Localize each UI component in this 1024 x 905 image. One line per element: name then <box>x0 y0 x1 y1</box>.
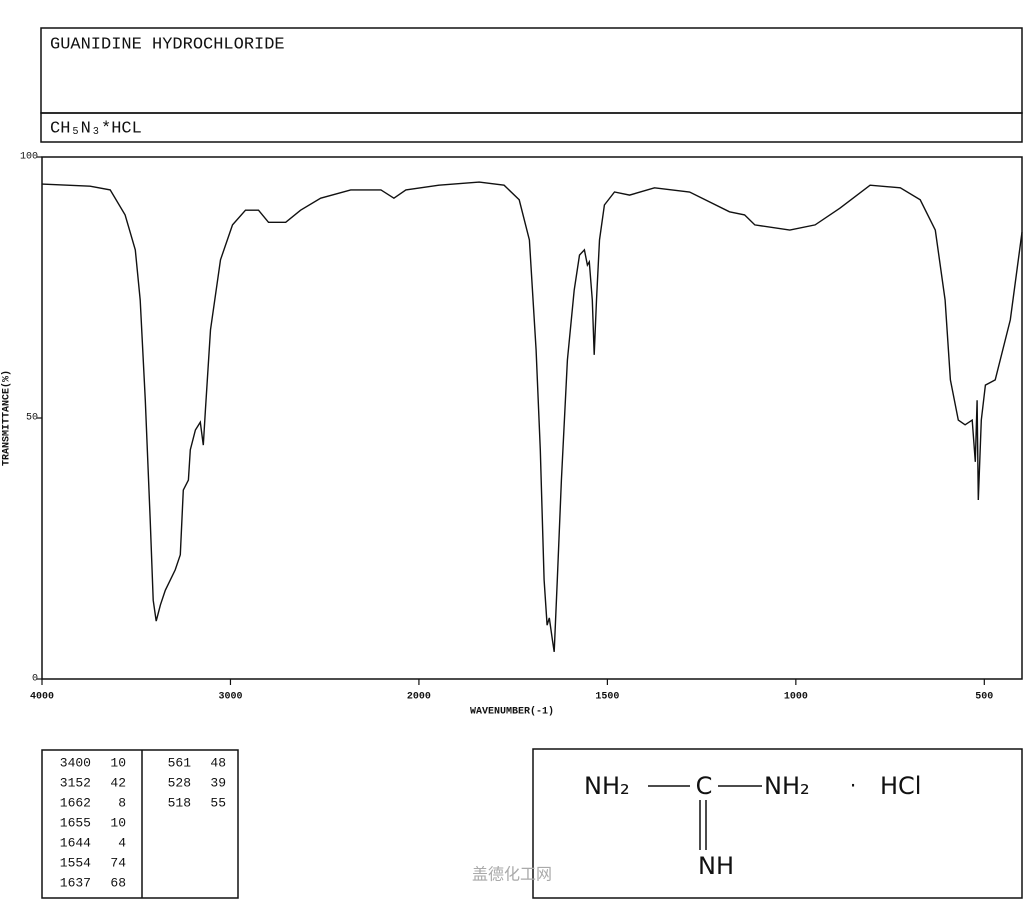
x-tick-label: 2000 <box>407 692 431 703</box>
structure-salt: HCl <box>880 772 921 800</box>
formula: CH₅N₃*HCL <box>50 119 142 138</box>
peak-transmittance: 39 <box>210 775 226 790</box>
peak-transmittance: 55 <box>210 795 226 810</box>
x-tick-label: 1500 <box>595 692 619 703</box>
x-tick-label: 1000 <box>784 692 808 703</box>
chart-title: GUANIDINE HYDROCHLORIDE <box>50 35 285 54</box>
x-tick-label: 3000 <box>218 692 242 703</box>
structure-right: NH₂ <box>764 772 810 800</box>
peak-transmittance: 8 <box>118 795 126 810</box>
y-tick-label: 0 <box>32 674 38 685</box>
y-tick-label: 50 <box>26 413 38 424</box>
peak-wavenumber: 3152 <box>60 775 91 790</box>
peak-transmittance: 42 <box>110 775 126 790</box>
peak-transmittance: 10 <box>110 815 126 830</box>
formula-box <box>40 112 1023 143</box>
y-tick-label: 100 <box>20 152 38 163</box>
peak-table <box>41 749 239 899</box>
peak-wavenumber: 518 <box>168 795 191 810</box>
x-tick-label: 500 <box>975 692 993 703</box>
peak-wavenumber: 3400 <box>60 755 91 770</box>
spectrum-line <box>41 181 1023 653</box>
structure-box <box>532 748 1023 899</box>
peak-wavenumber: 1637 <box>60 875 91 890</box>
peak-transmittance: 4 <box>118 835 126 850</box>
watermark: 盖德化工网 <box>472 865 552 884</box>
peak-transmittance: 68 <box>110 875 126 890</box>
structure-bottom: NH <box>698 852 734 880</box>
peak-transmittance: 74 <box>110 855 126 870</box>
x-tick-label: 4000 <box>30 692 54 703</box>
peak-transmittance: 48 <box>210 755 226 770</box>
structure-separator: · <box>850 774 856 798</box>
peak-wavenumber: 1554 <box>60 855 91 870</box>
y-axis-label: TRANSMITTANCE(%) <box>1 370 13 466</box>
peak-transmittance: 10 <box>110 755 126 770</box>
peak-wavenumber: 1644 <box>60 835 91 850</box>
peak-wavenumber: 1662 <box>60 795 91 810</box>
peak-wavenumber: 1655 <box>60 815 91 830</box>
peak-wavenumber: 561 <box>168 755 192 770</box>
plot-frame <box>41 156 1023 680</box>
x-axis-label: WAVENUMBER(-1) <box>470 706 554 718</box>
structure-center: C <box>696 772 713 800</box>
structure-left: NH₂ <box>584 772 630 800</box>
peak-wavenumber: 528 <box>168 775 191 790</box>
